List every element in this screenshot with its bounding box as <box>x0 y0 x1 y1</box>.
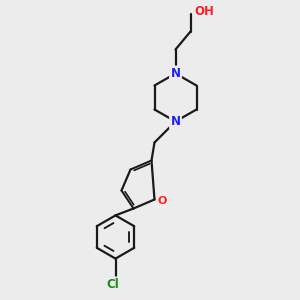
Text: N: N <box>170 115 181 128</box>
Text: O: O <box>158 196 167 206</box>
Text: N: N <box>170 67 181 80</box>
Text: Cl: Cl <box>106 278 119 291</box>
Text: OH: OH <box>194 4 214 18</box>
